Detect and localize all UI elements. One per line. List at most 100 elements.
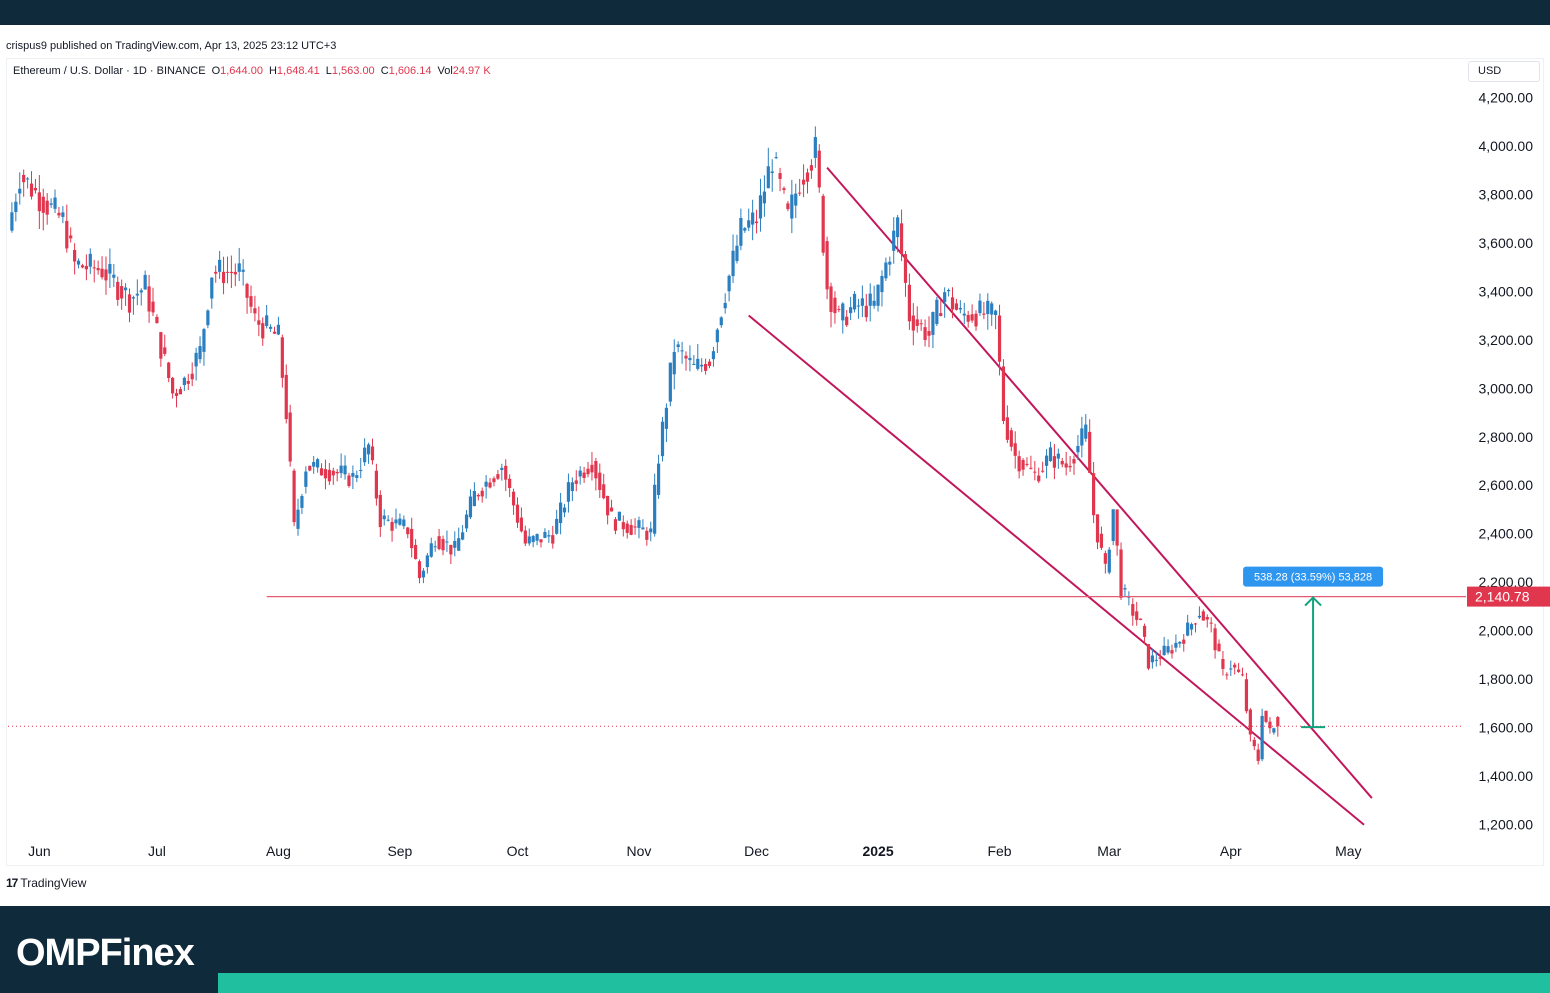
candle <box>366 442 371 464</box>
candle <box>1052 444 1057 480</box>
candle-body <box>135 293 139 296</box>
candle <box>621 515 625 537</box>
candle-body <box>1064 463 1068 468</box>
candle-body <box>1197 615 1202 618</box>
candle <box>700 358 704 373</box>
candle <box>1201 609 1205 621</box>
candle <box>276 316 281 336</box>
candle-body <box>1268 721 1272 729</box>
candle-body <box>1084 424 1088 439</box>
candle <box>613 517 618 535</box>
candle <box>374 463 378 506</box>
candle <box>958 300 962 314</box>
candle <box>96 260 100 275</box>
candle <box>1178 641 1182 648</box>
close-label: C <box>380 65 389 77</box>
candle-body <box>1080 428 1084 446</box>
candle-body <box>25 178 30 180</box>
candle <box>849 296 853 321</box>
candle-body <box>131 297 136 299</box>
candle <box>841 302 845 334</box>
candle-body <box>433 546 437 548</box>
candle-body <box>359 470 363 472</box>
candle-body <box>954 303 959 310</box>
time-axis: Jun Jul Aug Sep Oct Nov Dec 2025 Feb Mar Apr May <box>28 843 1362 859</box>
tradingview-label: TradingView <box>20 876 87 890</box>
candle <box>946 288 951 297</box>
low-value: 1,563.00 <box>331 65 375 77</box>
candle-body <box>319 468 324 476</box>
candle <box>919 319 923 331</box>
candle <box>104 256 108 295</box>
candle <box>606 495 610 525</box>
candle <box>49 198 53 208</box>
candle <box>774 152 778 159</box>
x-tick-label: Apr <box>1220 843 1242 859</box>
candle <box>821 193 825 256</box>
symbol-legend: Ethereum / U.S. Dollar · 1D · BINANCE O1,… <box>13 65 491 77</box>
candle <box>1017 450 1021 479</box>
candle <box>1221 651 1225 676</box>
candle-body <box>69 235 73 239</box>
candle <box>398 513 402 526</box>
candle-body <box>249 296 253 307</box>
candle-body <box>813 137 817 158</box>
candle-body <box>123 287 128 291</box>
candle-body <box>931 312 935 335</box>
candle-body <box>1135 611 1139 620</box>
candle-body <box>304 471 308 487</box>
candle <box>974 310 978 331</box>
candle <box>202 327 206 366</box>
candle <box>108 248 112 289</box>
candle <box>625 520 629 539</box>
candle-body <box>65 220 69 249</box>
currency-selector[interactable]: USD <box>1468 61 1540 82</box>
candle <box>425 553 429 574</box>
candle-body <box>664 407 669 429</box>
candle <box>684 351 688 371</box>
candle-body <box>80 265 85 268</box>
candle <box>770 159 774 192</box>
candle-body <box>515 504 520 523</box>
candle <box>37 175 41 229</box>
candle-body <box>1182 639 1186 644</box>
candle-body <box>570 482 574 492</box>
candle-body <box>617 511 621 521</box>
candle-body <box>1095 514 1100 543</box>
candle-body <box>1193 623 1198 625</box>
candle <box>813 126 817 168</box>
candle-body <box>1088 431 1092 473</box>
y-tick-label: 3,600.00 <box>1479 235 1534 251</box>
candle-body <box>210 277 214 299</box>
candle-body <box>504 465 508 480</box>
candle-body <box>723 302 727 309</box>
candle-body <box>829 286 833 312</box>
candle-body <box>116 281 120 300</box>
candle-body <box>76 260 81 265</box>
candle <box>578 466 582 485</box>
candle <box>1146 643 1151 671</box>
y-tick-label: 2,800.00 <box>1479 429 1534 445</box>
candle <box>931 311 935 349</box>
candle-body <box>692 363 696 365</box>
candle <box>370 438 375 465</box>
candle-body <box>582 472 586 479</box>
candle-body <box>868 293 872 306</box>
candle <box>923 319 927 347</box>
candle <box>163 334 167 357</box>
candle <box>531 534 535 548</box>
y-tick-label: 1,800.00 <box>1479 671 1534 687</box>
y-tick-label: 4,200.00 <box>1479 89 1534 105</box>
candle <box>1068 455 1072 472</box>
candle-body <box>1256 749 1260 761</box>
candle <box>782 186 786 194</box>
candle-body <box>233 271 237 275</box>
candle-body <box>535 534 539 541</box>
candle <box>519 507 524 533</box>
candle-body <box>668 362 672 402</box>
candle-body <box>1225 674 1229 676</box>
candle <box>688 345 692 372</box>
candle-body <box>10 212 14 231</box>
candle-body <box>950 297 955 310</box>
